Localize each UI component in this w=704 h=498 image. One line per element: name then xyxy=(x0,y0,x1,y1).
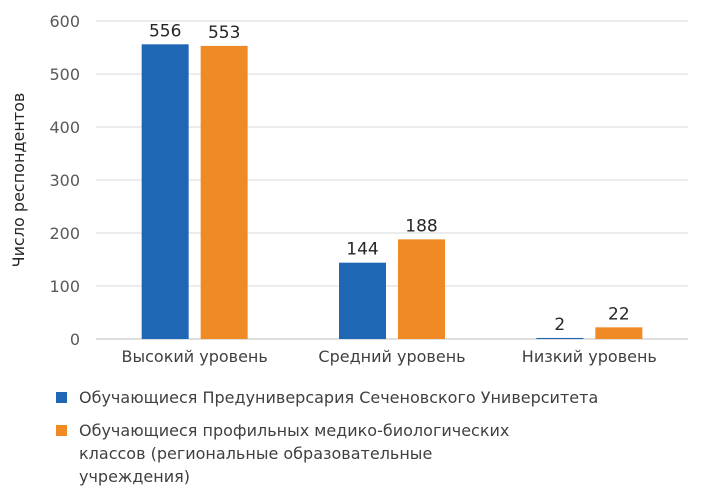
legend-label: Обучающиеся профильных медико-биологичес… xyxy=(79,421,510,486)
bars xyxy=(141,44,643,339)
bar xyxy=(595,327,643,339)
y-tick-label: 100 xyxy=(49,277,80,296)
y-tick-label: 600 xyxy=(49,12,80,31)
legend: Обучающиеся Предуниверсария Сеченовского… xyxy=(56,386,696,498)
data-label: 22 xyxy=(608,304,630,324)
y-tick-label: 300 xyxy=(49,171,80,190)
legend-swatch-orange xyxy=(56,425,67,436)
legend-swatch-blue xyxy=(56,392,67,403)
y-tick-label: 200 xyxy=(49,224,80,243)
x-category-label: Низкий уровень xyxy=(522,347,657,366)
gridlines xyxy=(96,20,688,340)
y-axis-label: Число респондентов xyxy=(9,93,28,268)
y-tick-label: 500 xyxy=(49,65,80,84)
bar xyxy=(339,262,386,339)
data-label: 553 xyxy=(208,23,240,43)
x-category-labels: Высокий уровень Средний уровень Низкий уро… xyxy=(122,347,657,366)
x-category-label: Высокий уровень xyxy=(122,347,268,366)
bar xyxy=(200,45,248,339)
legend-item-series-2: Обучающиеся профильных медико-биологичес… xyxy=(56,419,696,488)
data-label: 188 xyxy=(405,216,437,236)
bar xyxy=(536,337,584,339)
bar-chart: 0 100 200 300 400 500 600 Высокий уровень Средн… xyxy=(9,12,688,366)
legend-item-series-1: Обучающиеся Предуниверсария Сеченовского… xyxy=(56,386,696,409)
y-tick-labels: 0 100 200 300 400 500 600 xyxy=(49,12,80,349)
bar xyxy=(141,44,189,339)
legend-label: Обучающиеся Предуниверсария Сеченовского… xyxy=(79,388,599,407)
y-tick-label: 0 xyxy=(70,330,80,349)
bar xyxy=(398,239,445,339)
data-label: 2 xyxy=(554,315,565,335)
data-label: 144 xyxy=(346,240,378,260)
x-category-label: Средний уровень xyxy=(318,347,465,366)
data-label: 556 xyxy=(149,21,181,41)
y-tick-label: 400 xyxy=(49,118,80,137)
